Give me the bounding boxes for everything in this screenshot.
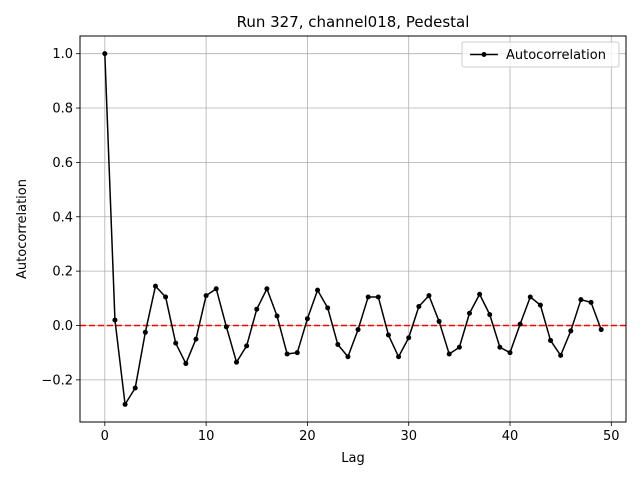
series-line — [104, 53, 602, 406]
data-point — [213, 286, 219, 292]
y-tick-label: 0.6 — [52, 156, 73, 171]
data-point — [152, 283, 158, 289]
data-point — [598, 327, 604, 333]
data-point — [558, 352, 564, 358]
data-point — [355, 327, 361, 333]
data-point — [578, 297, 584, 303]
data-point — [537, 302, 543, 308]
legend-marker-swatch — [481, 52, 487, 57]
legend: Autocorrelation — [461, 41, 620, 68]
data-point — [244, 343, 250, 349]
data-point — [102, 51, 108, 57]
data-point — [396, 354, 402, 360]
y-tick-label: 0.0 — [52, 319, 73, 334]
y-axis-title: Autocorrelation — [15, 179, 30, 279]
data-point — [507, 350, 513, 356]
data-point — [325, 305, 331, 311]
plot-frame — [79, 35, 627, 423]
data-point — [183, 361, 189, 367]
y-tick-label: −0.2 — [41, 373, 73, 388]
x-axis-title: Lag — [341, 451, 364, 466]
data-point — [456, 344, 462, 350]
data-point — [223, 324, 229, 330]
data-point — [426, 293, 432, 299]
data-point — [122, 401, 128, 407]
axis-ticks: 0 10 20 30 40 50 −0.2 0.0 0.2 0.4 0.6 0.8 1.0 — [41, 47, 619, 444]
data-point — [284, 351, 290, 357]
x-tick-label: 10 — [198, 429, 215, 444]
data-point — [406, 335, 412, 341]
data-point — [385, 332, 391, 338]
y-tick-label: 0.2 — [52, 265, 73, 280]
data-point — [375, 294, 381, 300]
data-point — [193, 336, 199, 342]
data-point — [264, 286, 270, 292]
chart-title: Run 327, channel018, Pedestal — [237, 13, 470, 31]
data-point — [132, 385, 138, 391]
data-point — [345, 354, 351, 360]
data-point — [365, 294, 371, 300]
data-point — [173, 340, 179, 346]
data-point — [304, 316, 310, 322]
data-point — [568, 328, 574, 334]
legend-label: Autocorrelation — [506, 48, 606, 63]
data-point — [527, 294, 533, 300]
x-tick-label: 40 — [502, 429, 519, 444]
data-point — [203, 293, 209, 299]
data-point — [588, 299, 594, 305]
data-point — [497, 344, 503, 350]
data-point — [294, 350, 300, 356]
x-tick-label: 30 — [400, 429, 417, 444]
y-tick-label: 1.0 — [52, 47, 73, 62]
x-tick-label: 20 — [299, 429, 316, 444]
data-point — [254, 306, 260, 312]
data-point — [112, 317, 118, 323]
data-point — [517, 321, 523, 327]
y-tick-label: 0.4 — [52, 210, 73, 225]
data-point — [163, 294, 169, 300]
data-point — [234, 359, 240, 365]
data-point — [487, 312, 493, 318]
data-point — [274, 313, 280, 319]
data-point — [335, 342, 341, 348]
y-tick-label: 0.8 — [52, 102, 73, 117]
legend-box — [461, 41, 620, 68]
data-point — [477, 291, 483, 297]
x-tick-label: 0 — [101, 429, 109, 444]
data-point — [436, 318, 442, 324]
data-point — [446, 351, 452, 357]
data-point — [466, 310, 472, 316]
series-group — [102, 51, 604, 407]
data-point — [416, 303, 422, 309]
data-point — [142, 329, 148, 335]
x-tick-label: 50 — [603, 429, 620, 444]
data-point — [315, 287, 321, 293]
data-point — [548, 337, 554, 343]
